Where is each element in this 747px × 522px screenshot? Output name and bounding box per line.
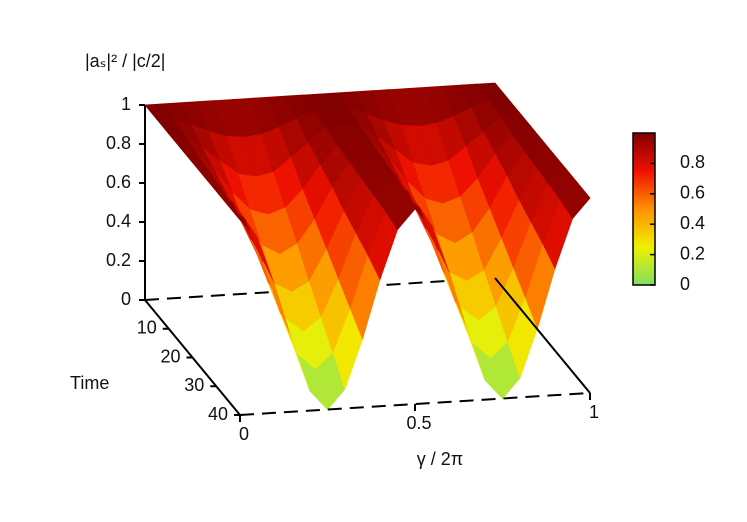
y-tick-label: 30 <box>184 375 204 395</box>
z-axis-label: |aₛ|² / |c/2| <box>85 51 165 71</box>
floor-front <box>239 392 591 416</box>
surface-patch <box>560 183 591 220</box>
x-axis-label: γ / 2π <box>417 449 463 469</box>
z-tick-label: 0 <box>121 289 131 309</box>
colorbar-tick-label: 0.8 <box>680 152 705 172</box>
colorbar-tick-label: 0.2 <box>680 243 705 263</box>
floor-right <box>494 277 591 394</box>
z-tick-label: 0.8 <box>106 133 131 153</box>
z-tick-label: 1 <box>121 94 131 114</box>
y-tick-label: 20 <box>160 346 180 366</box>
colorbar <box>632 132 656 286</box>
y-axis-label: Time <box>70 373 109 393</box>
colorbar-tick-label: 0.4 <box>680 213 705 233</box>
y-tick-label: 40 <box>208 404 228 424</box>
colorbar-tick-label: 0 <box>680 274 690 294</box>
floor-back <box>144 277 496 301</box>
y-tick-label: 10 <box>137 318 157 338</box>
colorbar-tick-label: 0.6 <box>680 183 705 203</box>
z-tick-label: 0.2 <box>106 250 131 270</box>
x-tick-label: 0 <box>239 424 249 444</box>
z-tick-label: 0.4 <box>106 211 131 231</box>
z-tick-label: 0.6 <box>106 172 131 192</box>
x-tick-label: 1 <box>589 402 599 422</box>
x-tick-label: 0.5 <box>406 413 431 433</box>
